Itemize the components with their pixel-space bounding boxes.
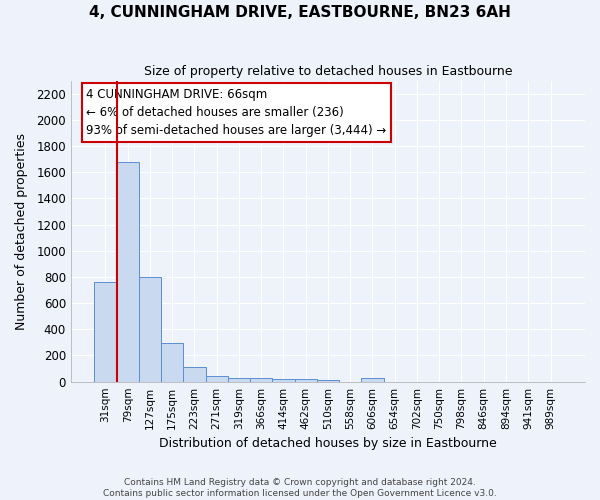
Bar (116, 162, 139, 382)
Bar (228, 378, 250, 382)
Text: 4, CUNNINGHAM DRIVE, EASTBOURNE, BN23 6AH: 4, CUNNINGHAM DRIVE, EASTBOURNE, BN23 6A… (89, 5, 511, 20)
Title: Size of property relative to detached houses in Eastbourne: Size of property relative to detached ho… (144, 65, 512, 78)
Bar (94, 282, 116, 382)
X-axis label: Distribution of detached houses by size in Eastbourne: Distribution of detached houses by size … (159, 437, 497, 450)
Text: 4 CUNNINGHAM DRIVE: 66sqm
← 6% of detached houses are smaller (236)
93% of semi-: 4 CUNNINGHAM DRIVE: 66sqm ← 6% of detach… (86, 88, 386, 137)
Bar (184, 368, 206, 382)
Bar (295, 379, 317, 382)
Bar (161, 343, 184, 382)
Bar (139, 277, 161, 382)
Bar (206, 376, 228, 382)
Bar (361, 378, 383, 382)
Bar (272, 379, 295, 382)
Bar (317, 380, 339, 382)
Text: Contains HM Land Registry data © Crown copyright and database right 2024.
Contai: Contains HM Land Registry data © Crown c… (103, 478, 497, 498)
Bar (250, 378, 272, 382)
Y-axis label: Number of detached properties: Number of detached properties (15, 132, 28, 330)
